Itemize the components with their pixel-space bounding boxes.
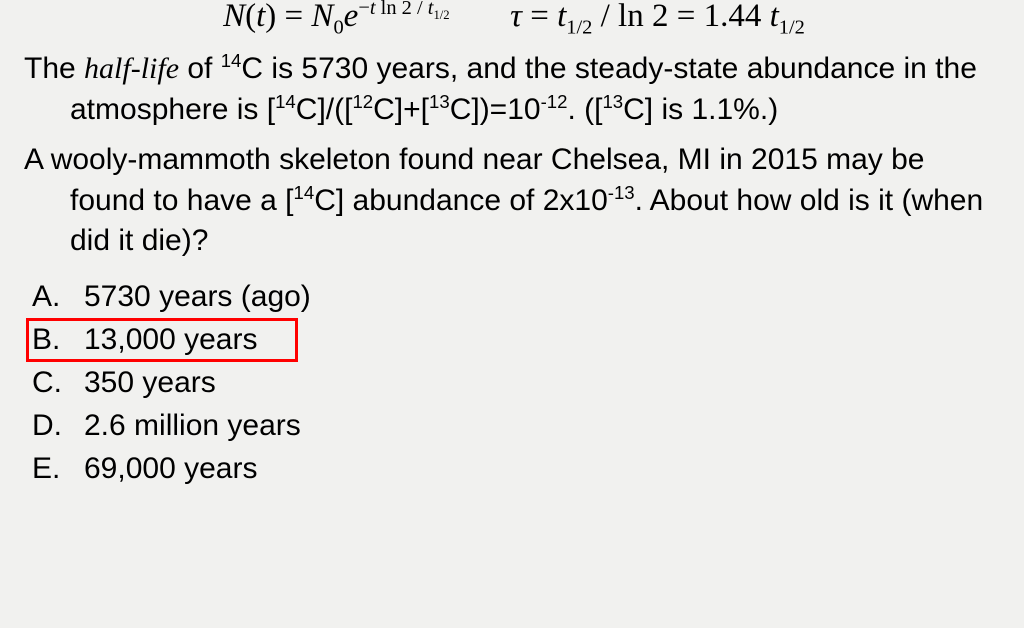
option-text: 2.6 million years [84, 411, 307, 441]
paragraph-question: A wooly-mammoth skeleton found near Chel… [24, 140, 1004, 262]
equation-row: N(t) = N0e−t ln 2 / t1/2 τ = t1/2 / ln 2… [24, 0, 1004, 39]
option-letter: C. [32, 368, 84, 398]
answer-options: A. 5730 years (ago) B. 13,000 years C. 3… [24, 276, 1004, 491]
paragraph-halflife: The half-life of 14C is 5730 years, and … [24, 49, 1004, 130]
option-text: 5730 years (ago) [84, 282, 317, 312]
option-letter: B. [32, 325, 84, 355]
option-text: 13,000 years [84, 325, 263, 355]
option-e[interactable]: E. 69,000 years [24, 448, 1004, 491]
option-b[interactable]: B. 13,000 years [24, 319, 1004, 362]
eq-N-of-t: N(t) = N0e−t ln 2 / t1/2 [223, 0, 458, 34]
slide: N(t) = N0e−t ln 2 / t1/2 τ = t1/2 / ln 2… [0, 0, 1024, 628]
option-letter: A. [32, 282, 84, 312]
option-c[interactable]: C. 350 years [24, 362, 1004, 405]
option-text: 350 years [84, 368, 222, 398]
option-letter: D. [32, 411, 84, 441]
option-d[interactable]: D. 2.6 million years [24, 405, 1004, 448]
option-a[interactable]: A. 5730 years (ago) [24, 276, 1004, 319]
eq-tau: τ = t1/2 / ln 2 = 1.44 t1/2 [510, 0, 805, 34]
option-text: 69,000 years [84, 454, 263, 484]
option-letter: E. [32, 454, 84, 484]
